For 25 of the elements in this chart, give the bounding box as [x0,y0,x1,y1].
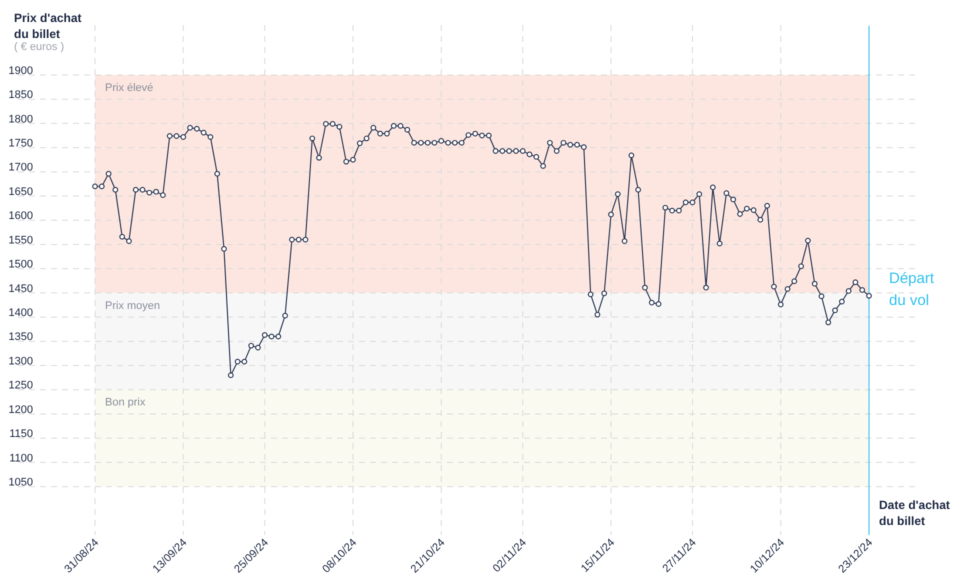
y-tick-label: 1400 [8,307,33,320]
y-tick-label: 1900 [8,64,33,77]
y-tick-label: 1750 [8,138,33,150]
y-tick-label: 1150 [9,428,33,440]
y-tick-label: 1200 [8,404,33,416]
y-tick-label: 1600 [8,210,33,222]
y-axis-title: Prix d'achat du billet [14,11,82,41]
band-label: Bon prix [105,396,146,409]
ref-line-label: Départ du vol [889,270,935,310]
y-tick-label: 1500 [8,258,33,271]
band-label: Prix élevé [105,82,154,94]
y-tick-label: 1350 [8,331,33,344]
y-tick-label: 1100 [9,452,33,464]
y-tick-label: 1250 [8,380,33,392]
y-tick-label: 1450 [8,282,33,295]
y-tick-label: 1650 [8,186,33,198]
text: ( € euros ) [14,41,64,53]
y-tick-label: 1550 [8,234,33,246]
y-tick-label: 1850 [8,89,33,102]
y-tick-label: 1300 [8,355,33,368]
x-axis-title: Date d'achat du billet [879,498,950,528]
y-tick-label: 1700 [8,162,33,174]
y-tick-label: 1800 [8,113,33,126]
y-tick-label: 1050 [8,476,33,488]
band-label: Prix moyen [105,300,160,312]
